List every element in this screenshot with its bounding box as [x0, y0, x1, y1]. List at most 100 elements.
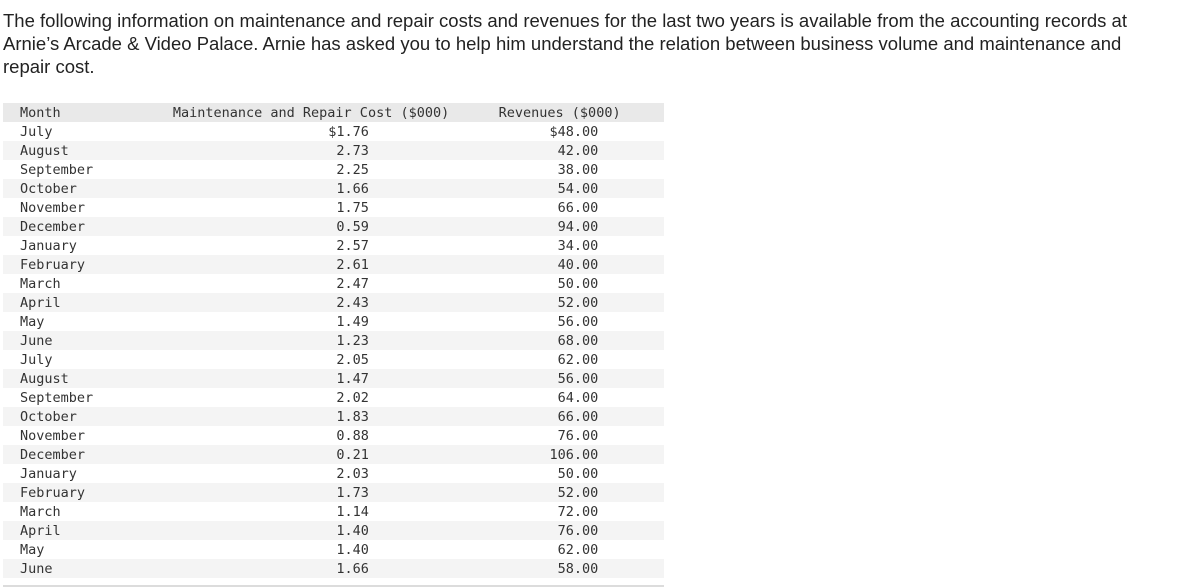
header-month: Month	[20, 104, 61, 121]
cell-revenue: 66.00	[455, 198, 664, 217]
table-row: January 2.57 34.00	[3, 236, 664, 255]
revenue-value: 68.00	[557, 332, 599, 349]
cell-maintenance-cost: 0.21	[167, 445, 455, 464]
cell-month: December	[20, 446, 86, 463]
cost-value: 1.40	[336, 522, 369, 539]
cost-value: 0.59	[336, 218, 369, 235]
table-row: October 1.83 66.00	[3, 407, 664, 426]
cell-revenue: 42.00	[455, 141, 664, 160]
table-row: September 2.02 64.00	[3, 388, 664, 407]
cost-value: 1.66	[336, 180, 369, 197]
table-row: October 1.66 54.00	[3, 179, 664, 198]
cell-month: July	[20, 123, 53, 140]
revenue-value: 56.00	[557, 370, 599, 387]
cost-value: 2.05	[336, 351, 369, 368]
header-revenues: Revenues ($000)	[498, 104, 621, 121]
cell-month: June	[20, 560, 53, 577]
cost-value: 0.21	[336, 446, 369, 463]
cell-month: January	[20, 237, 77, 254]
cell-revenue: 50.00	[455, 274, 664, 293]
cost-value: 0.88	[336, 427, 369, 444]
table-row: August 2.73 42.00	[3, 141, 664, 160]
revenue-value: 76.00	[557, 427, 599, 444]
revenue-value: 66.00	[557, 408, 599, 425]
cell-revenue: 34.00	[455, 236, 664, 255]
cell-maintenance-cost: 2.57	[167, 236, 455, 255]
cell-maintenance-cost: 1.73	[167, 483, 455, 502]
revenue-value: 72.00	[557, 503, 599, 520]
table-row: September 2.25 38.00	[3, 160, 664, 179]
cell-maintenance-cost: 0.88	[167, 426, 455, 445]
cell-month: August	[20, 370, 69, 387]
table-row: June 1.23 68.00	[3, 331, 664, 350]
cell-maintenance-cost: 1.83	[167, 407, 455, 426]
revenue-value: 94.00	[557, 218, 599, 235]
cell-maintenance-cost: 1.49	[167, 312, 455, 331]
cell-maintenance-cost: 1.14	[167, 502, 455, 521]
table-row: April 1.40 76.00	[3, 521, 664, 540]
revenue-value: 58.00	[557, 560, 599, 577]
cell-revenue: 62.00	[455, 350, 664, 369]
table-row: March 1.14 72.00	[3, 502, 664, 521]
cell-maintenance-cost: 1.66	[167, 179, 455, 198]
cell-maintenance-cost: 2.73	[167, 141, 455, 160]
revenue-value: 106.00	[549, 446, 599, 463]
cell-month: January	[20, 465, 77, 482]
cell-month: April	[20, 522, 61, 539]
cost-value: 1.14	[336, 503, 369, 520]
cost-value: 2.03	[336, 465, 369, 482]
cell-month: December	[20, 218, 86, 235]
cell-revenue: $48.00	[455, 122, 664, 141]
cost-value: 2.61	[336, 256, 369, 273]
cost-value: 2.43	[336, 294, 369, 311]
cell-maintenance-cost: 2.61	[167, 255, 455, 274]
cell-month: November	[20, 199, 86, 216]
table-row: March 2.47 50.00	[3, 274, 664, 293]
revenue-value: 40.00	[557, 256, 599, 273]
table-row: February 2.61 40.00	[3, 255, 664, 274]
table-row: July $1.76 $48.00	[3, 122, 664, 141]
problem-intro-text: The following information on maintenance…	[3, 10, 1127, 77]
cell-revenue: 52.00	[455, 293, 664, 312]
cost-value: 1.75	[336, 199, 369, 216]
cell-maintenance-cost: 2.02	[167, 388, 455, 407]
table-row: August 1.47 56.00	[3, 369, 664, 388]
cell-revenue: 54.00	[455, 179, 664, 198]
cost-value: $1.76	[328, 123, 369, 140]
cell-month: November	[20, 427, 86, 444]
cell-month: October	[20, 408, 77, 425]
revenue-value: 50.00	[557, 465, 599, 482]
cost-value: 2.02	[336, 389, 369, 406]
table-row: February 1.73 52.00	[3, 483, 664, 502]
revenue-value: $48.00	[549, 123, 599, 140]
cost-value: 1.40	[336, 541, 369, 558]
cell-maintenance-cost: 2.25	[167, 160, 455, 179]
table-row: April 2.43 52.00	[3, 293, 664, 312]
cell-revenue: 62.00	[455, 540, 664, 559]
cell-month: October	[20, 180, 77, 197]
cell-revenue: 94.00	[455, 217, 664, 236]
cell-maintenance-cost: 2.43	[167, 293, 455, 312]
cell-revenue: 64.00	[455, 388, 664, 407]
table-row: December 0.21 106.00	[3, 445, 664, 464]
cost-value: 1.47	[336, 370, 369, 387]
cell-revenue: 56.00	[455, 312, 664, 331]
revenue-value: 42.00	[557, 142, 599, 159]
cell-revenue: 40.00	[455, 255, 664, 274]
cell-month: August	[20, 142, 69, 159]
cell-maintenance-cost: 2.03	[167, 464, 455, 483]
cell-revenue: 58.00	[455, 559, 664, 578]
cell-maintenance-cost: 1.40	[167, 521, 455, 540]
table-row: November 1.75 66.00	[3, 198, 664, 217]
table-row: November 0.88 76.00	[3, 426, 664, 445]
cell-month: February	[20, 256, 86, 273]
revenue-value: 54.00	[557, 180, 599, 197]
cell-maintenance-cost: 1.47	[167, 369, 455, 388]
revenue-value: 34.00	[557, 237, 599, 254]
cell-month: May	[20, 541, 45, 558]
maintenance-revenue-table: Month Maintenance and Repair Cost ($000)…	[3, 103, 664, 578]
cost-value: 2.57	[336, 237, 369, 254]
revenue-value: 62.00	[557, 541, 599, 558]
table-header-row: Month Maintenance and Repair Cost ($000)…	[3, 103, 664, 122]
cell-revenue: 68.00	[455, 331, 664, 350]
